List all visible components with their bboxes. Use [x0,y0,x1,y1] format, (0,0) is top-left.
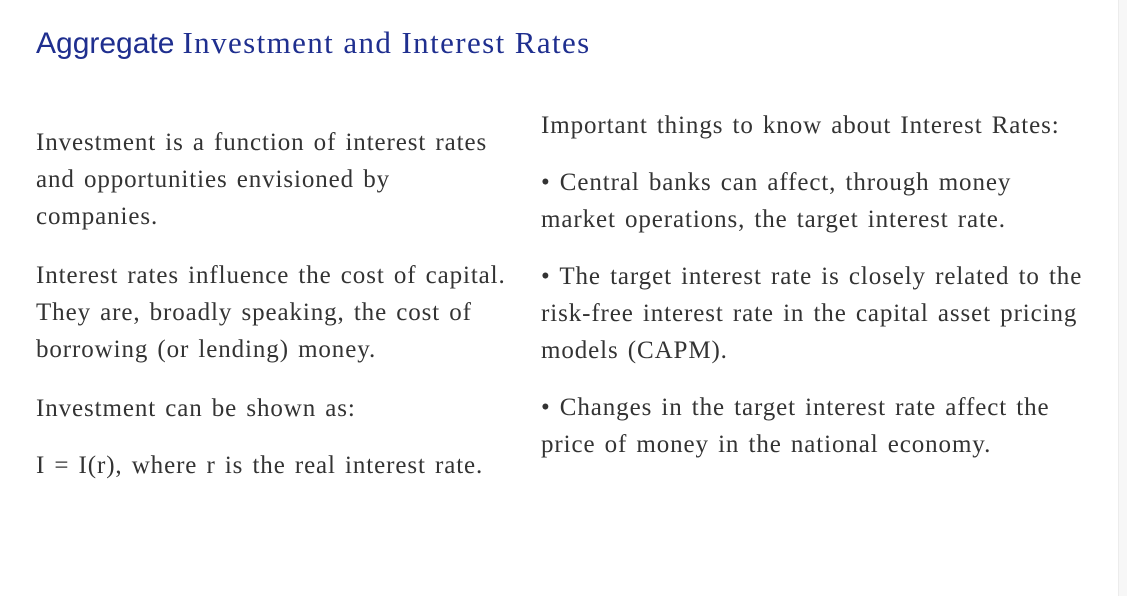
window-right-edge [1118,0,1127,596]
title-part-aggregate: Aggregate [36,27,175,60]
slide-title: Aggregate Investment and Interest Rates [36,22,591,64]
bullet-price-of-money: • Changes in the target interest rate af… [541,394,1050,458]
paragraph-investment-formula: I = I(r), where r is the real interest r… [36,452,484,479]
title-part-rest: Investment and Interest Rates [182,25,591,60]
paragraph-investment-function: Investment is a function of interest rat… [36,129,488,230]
bullet-central-banks: • Central banks can affect, through mone… [541,169,1012,233]
left-text-column: Investment is a function of interest rat… [36,124,514,484]
paragraph-cost-of-capital: Interest rates influence the cost of cap… [36,262,506,363]
interest-rates-heading: Important things to know about Interest … [541,112,1060,139]
paragraph-investment-shown-as: Investment can be shown as: [36,395,356,422]
bullet-risk-free-rate: • The target interest rate is closely re… [541,263,1083,364]
right-text-column: Important things to know about Interest … [541,107,1086,463]
